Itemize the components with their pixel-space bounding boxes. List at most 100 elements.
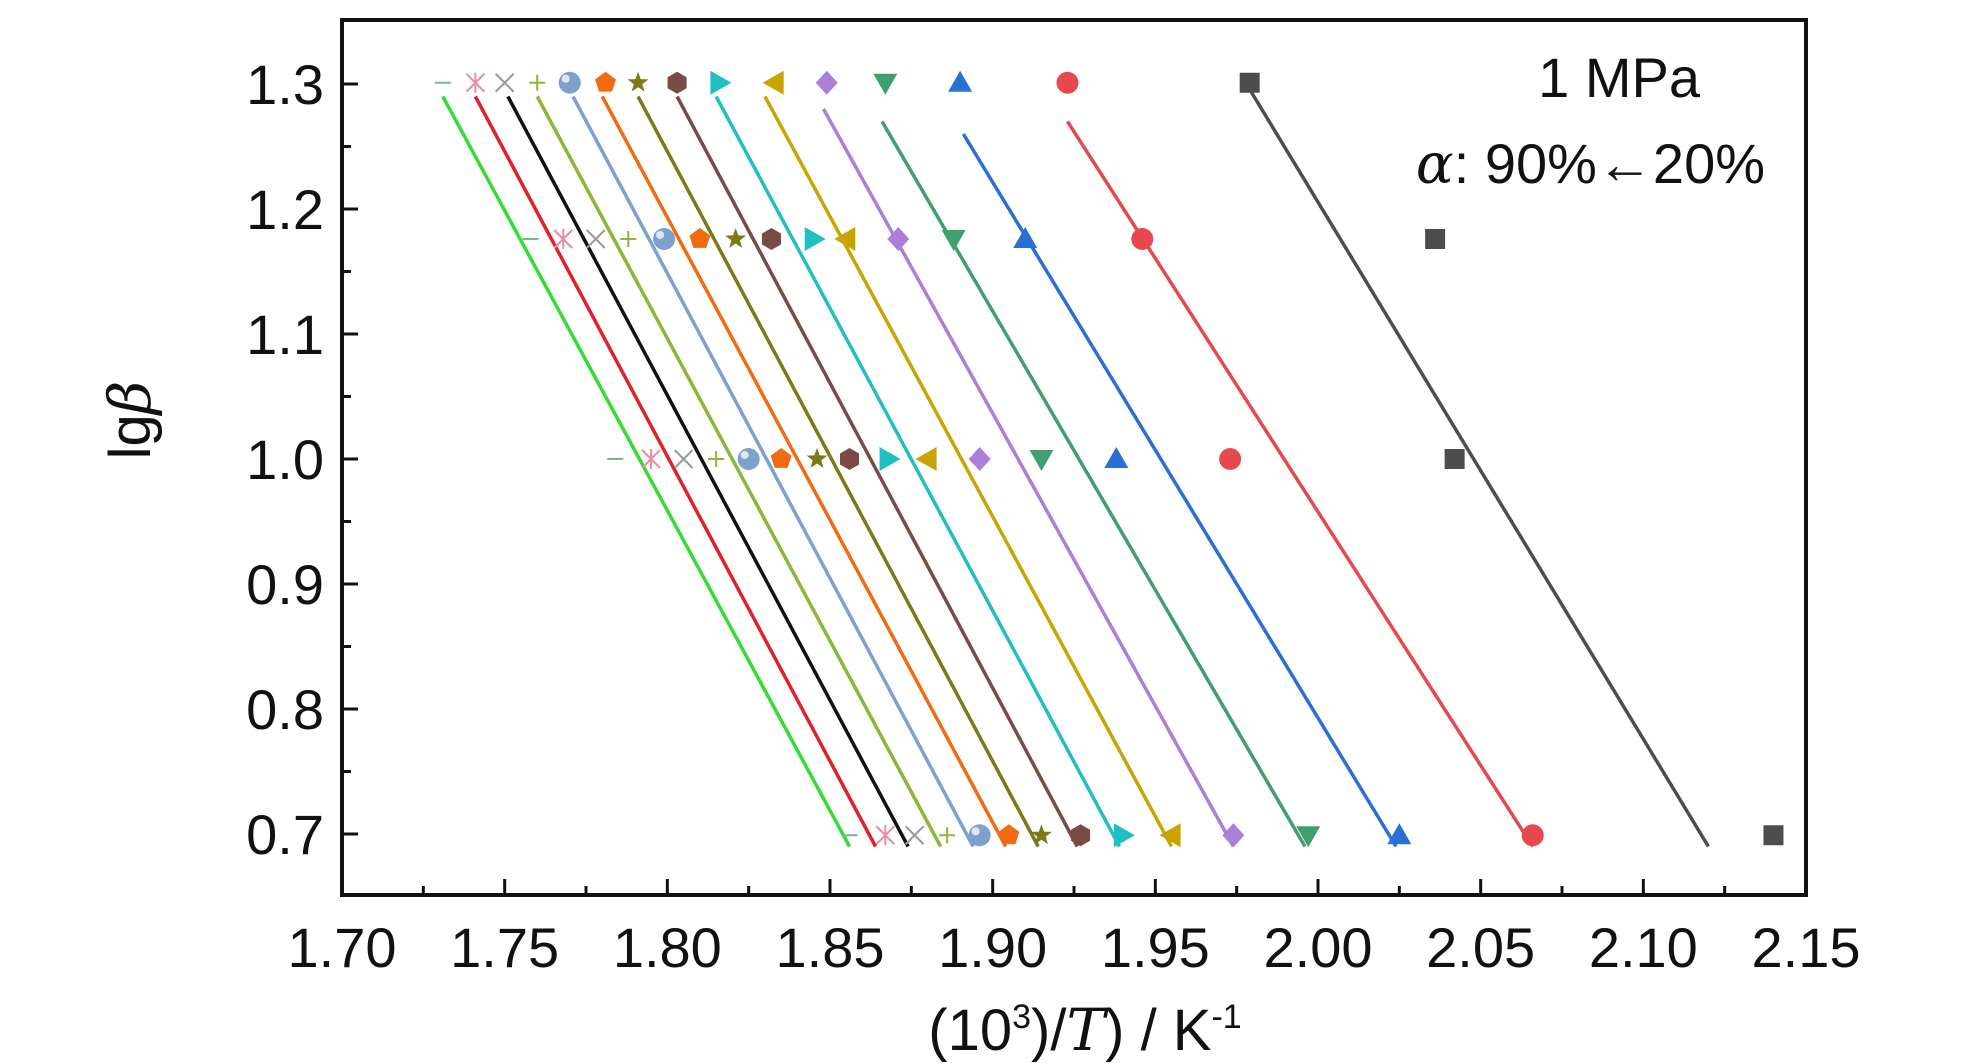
y-tick-label: 1.1 (246, 303, 324, 366)
y-tick-label: 1.0 (246, 428, 324, 491)
marker-plus (529, 74, 546, 91)
marker-pentagon (689, 228, 711, 248)
marker-circle (1521, 824, 1544, 847)
sphere-highlight (740, 451, 749, 459)
x-tick-label: 1.95 (1101, 916, 1210, 979)
y-tick-label: 1.2 (246, 178, 324, 241)
marker-asterisk (875, 825, 896, 846)
marker-square (1444, 449, 1465, 469)
marker-square (1763, 825, 1784, 846)
annotation-alpha: α: 90%←20% (1416, 132, 1765, 197)
marker-pentagon (998, 824, 1020, 845)
fit-line (636, 95, 1040, 848)
marker-cross (904, 825, 925, 845)
sphere-highlight (971, 827, 980, 836)
y-tick-label: 0.7 (246, 803, 324, 866)
marker-sphere (968, 824, 991, 847)
marker-circle (1056, 71, 1079, 94)
fit-line (714, 95, 1122, 848)
x-tick-label: 1.85 (776, 916, 885, 979)
marker-triangle-up (948, 70, 973, 92)
fit-lines (441, 83, 1710, 848)
marker-asterisk (465, 72, 486, 93)
marker-sphere (558, 71, 581, 94)
marker-cross (673, 449, 694, 469)
marker-sphere (653, 228, 676, 250)
marker-plus (708, 451, 725, 467)
x-tick-label: 1.90 (938, 916, 1047, 979)
marker-cross (494, 73, 515, 93)
sphere-highlight (561, 74, 570, 83)
marker-plus (939, 827, 956, 844)
fit-line (535, 95, 943, 848)
marker-triangle-down (1029, 450, 1054, 471)
marker-cross (586, 229, 606, 249)
marker-triangle-right (804, 227, 826, 251)
x-tick-label: 2.00 (1264, 916, 1373, 979)
marker-triangle-right (1113, 823, 1135, 848)
marker-diamond (815, 70, 838, 95)
marker-plus (620, 231, 637, 247)
fit-line (600, 95, 1008, 848)
sphere-highlight (656, 231, 665, 239)
marker-triangle-right (710, 70, 732, 95)
x-axis-title: (103)/T) / K-1 (928, 996, 1241, 1063)
marker-hexagon (839, 448, 860, 470)
marker-triangle-up (1013, 227, 1038, 248)
marker-sphere (737, 448, 760, 470)
x-tick-label: 1.70 (288, 916, 397, 979)
data-markers (434, 70, 1784, 848)
marker-star (725, 228, 747, 248)
sphere-body (653, 228, 676, 250)
axes (340, 18, 1808, 897)
sphere-body (737, 448, 760, 470)
marker-triangle-left (1159, 823, 1181, 848)
x-tick-label: 2.05 (1426, 916, 1535, 979)
marker-triangle-left (762, 70, 784, 95)
x-tick-label: 2.15 (1752, 916, 1861, 979)
marker-triangle-right (879, 447, 901, 471)
fit-line (675, 95, 1079, 848)
marker-diamond (1222, 823, 1245, 848)
marker-diamond (887, 227, 910, 251)
marker-square (1425, 229, 1446, 249)
y-axis-title: lgβ (96, 381, 164, 460)
marker-hexagon (667, 71, 687, 94)
x-tick-label: 1.75 (450, 916, 559, 979)
fit-line (441, 95, 852, 848)
tick-labels: 1.70 1.75 1.80 1.85 1.90 1.95 2.00 2.05 2.10 2.15… (246, 53, 1860, 979)
fit-line (961, 133, 1398, 848)
marker-circle (1131, 228, 1154, 250)
sphere-body (558, 71, 581, 94)
marker-asterisk (641, 449, 661, 469)
marker-star (1031, 824, 1052, 845)
marker-asterisk (553, 229, 573, 249)
fit-line (1244, 83, 1710, 848)
marker-pentagon (770, 448, 792, 468)
y-tick-label: 0.9 (246, 553, 324, 616)
x-tick-label: 2.10 (1589, 916, 1698, 979)
y-tick-label: 1.3 (246, 53, 324, 116)
marker-triangle-down (941, 230, 966, 251)
x-tick-label: 1.80 (613, 916, 722, 979)
marker-square (1239, 72, 1260, 93)
fit-line (763, 95, 1174, 848)
marker-pentagon (595, 71, 616, 92)
sphere-body (968, 824, 991, 847)
marker-triangle-down (1296, 826, 1321, 848)
marker-star (806, 448, 828, 468)
marker-hexagon (761, 228, 781, 250)
fit-line (571, 95, 975, 848)
marker-star (627, 71, 649, 92)
fit-line (473, 95, 878, 848)
marker-triangle-left (915, 447, 937, 471)
y-tick-label: 0.8 (246, 678, 324, 741)
marker-triangle-up (1387, 823, 1412, 845)
marker-triangle-up (1104, 447, 1129, 468)
annotation-pressure: 1 MPa (1538, 46, 1701, 109)
marker-diamond (968, 447, 991, 471)
fit-line (821, 108, 1235, 848)
marker-circle (1219, 448, 1242, 470)
marker-triangle-down (873, 73, 898, 95)
